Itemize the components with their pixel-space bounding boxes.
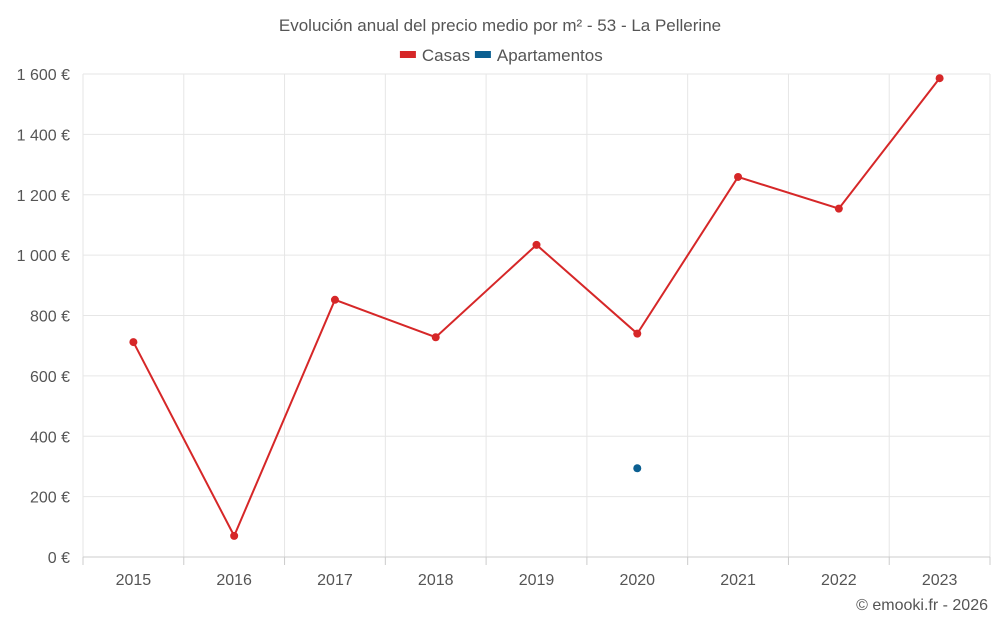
- data-point-casas[interactable]: [633, 329, 642, 338]
- y-tick-label: 1 400 €: [17, 127, 70, 144]
- data-point-casas[interactable]: [330, 295, 339, 304]
- data-point-casas[interactable]: [734, 172, 743, 181]
- grid: [82, 73, 991, 557]
- y-tick-label: 1 000 €: [17, 248, 70, 265]
- x-tick-label: 2022: [821, 572, 857, 589]
- y-tick-label: 0 €: [48, 550, 70, 567]
- y-axis: 0 € 200 € 400 € 600 € 800 € 1 000 € 1 200 € 1 4…: [17, 67, 70, 567]
- data-point-casas[interactable]: [834, 204, 843, 213]
- data-point-casas[interactable]: [230, 531, 239, 540]
- data-point-casas[interactable]: [129, 338, 138, 347]
- y-tick-label: 200 €: [30, 490, 70, 507]
- x-tick-label: 2016: [216, 572, 252, 589]
- credit: © emooki.fr - 2026: [856, 597, 988, 614]
- chart-title: Evolución anual del precio medio por m² …: [279, 16, 721, 35]
- legend-swatch-casas: [399, 51, 416, 58]
- x-tick-label: 2020: [619, 572, 655, 589]
- series-line-casas: [132, 77, 941, 539]
- data-point-apartamentos[interactable]: [633, 464, 642, 473]
- x-axis: 2015 2016 2017 2018 2019 2020 2021 2022 2023: [82, 556, 991, 589]
- y-tick-label: 600 €: [30, 369, 70, 386]
- y-tick-label: 400 €: [30, 429, 70, 446]
- legend-label-casas[interactable]: Casas: [422, 46, 470, 65]
- x-tick-label: 2015: [116, 572, 152, 589]
- data-point-casas[interactable]: [935, 74, 944, 83]
- y-tick-label: 1 200 €: [17, 188, 70, 205]
- data-point-casas[interactable]: [431, 333, 440, 342]
- legend-label-apartamentos[interactable]: Apartamentos: [497, 46, 603, 65]
- y-tick-label: 800 €: [30, 309, 70, 326]
- x-tick-label: 2017: [317, 572, 353, 589]
- x-tick-label: 2023: [922, 572, 958, 589]
- data-point-casas[interactable]: [532, 240, 541, 249]
- series: [129, 74, 944, 540]
- legend: Casas Apartamentos: [399, 46, 603, 65]
- x-tick-label: 2019: [519, 572, 555, 589]
- y-tick-label: 1 600 €: [17, 67, 70, 84]
- legend-swatch-apartamentos: [474, 51, 491, 58]
- x-tick-label: 2018: [418, 572, 454, 589]
- x-tick-label: 2021: [720, 572, 756, 589]
